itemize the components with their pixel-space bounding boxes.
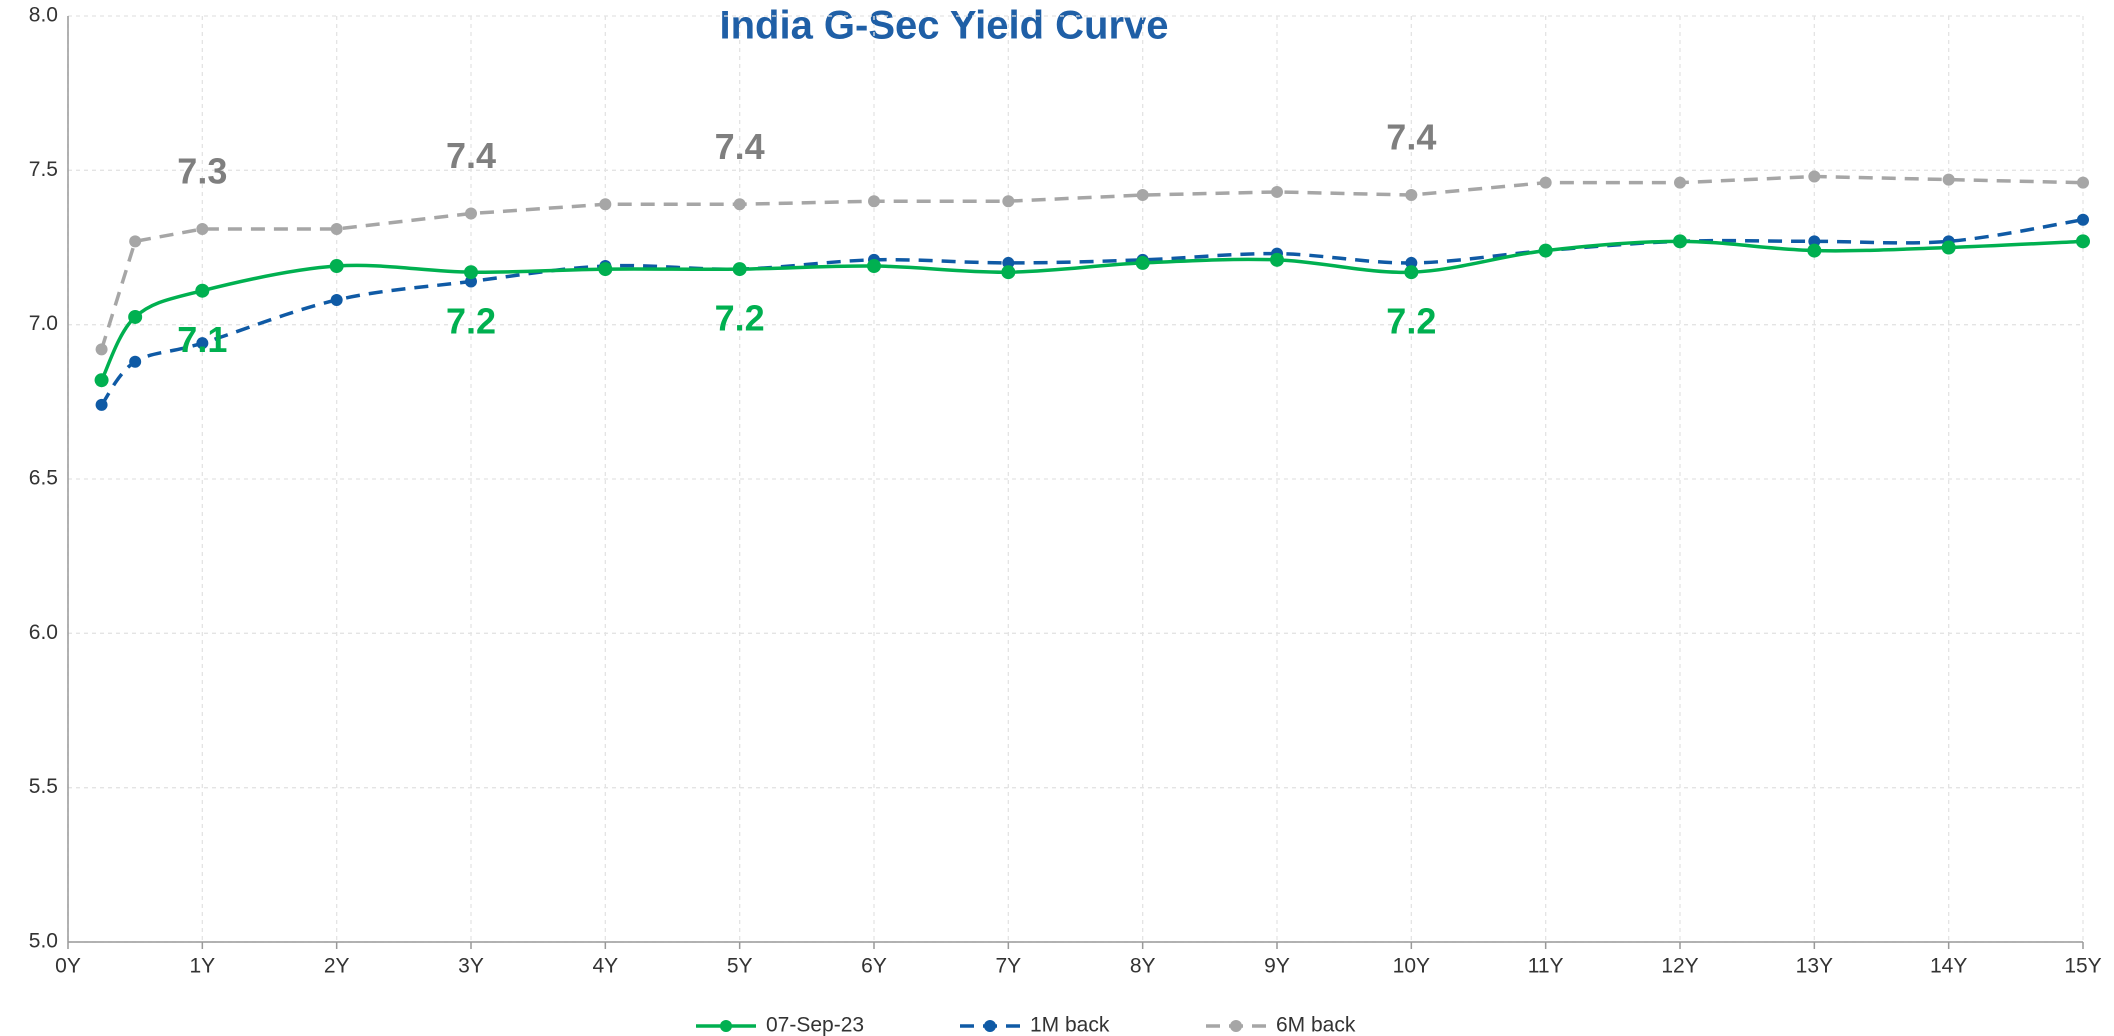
point [1135,255,1150,270]
x-tick-label: 0Y [55,955,81,978]
point [1405,189,1418,202]
x-tick-label: 9Y [1264,955,1290,978]
point [1002,195,1015,208]
point [2077,176,2089,189]
point [129,355,142,368]
x-tick-label: 4Y [592,955,618,978]
point [330,293,343,306]
point [1808,170,1821,183]
point [1271,185,1283,198]
point [1807,243,1822,258]
point [2076,234,2090,249]
point [128,309,143,324]
point [1404,265,1419,280]
point [329,259,344,274]
data-label: 7.4 [446,135,496,176]
point [732,262,747,277]
point [195,283,210,298]
point [2077,213,2089,226]
x-tick-label: 14Y [1930,955,1967,978]
point [95,398,108,411]
x-tick-label: 10Y [1393,955,1430,978]
x-tick-label: 15Y [2064,955,2101,978]
series-line [100,217,2084,406]
point [599,198,612,211]
data-label: 7.4 [1386,117,1436,158]
legend-label: 07-Sep-23 [766,1014,864,1036]
point [464,265,478,280]
data-label: 7.2 [1386,301,1436,342]
legend-label: 1M back [1030,1014,1110,1036]
x-tick-label: 11Y [1528,955,1564,978]
point [129,235,142,248]
y-tick-label: 8.0 [29,4,58,27]
x-tick-label: 1Y [189,955,215,978]
point [1538,243,1553,258]
y-tick-label: 5.0 [29,930,58,953]
legend-label: 6M back [1276,1014,1356,1036]
y-tick-label: 6.0 [29,621,58,644]
point [1001,265,1016,280]
point [1539,176,1552,189]
data-label: 7.2 [446,301,496,342]
data-label: 7.2 [715,298,765,339]
y-tick-label: 5.5 [29,775,58,798]
x-tick-label: 8Y [1130,955,1156,978]
x-tick-label: 7Y [995,955,1021,978]
point [196,222,209,235]
series-line [99,174,2084,350]
point [867,259,881,274]
data-label: 7.1 [177,319,227,360]
point [868,195,880,208]
point [196,337,209,350]
chart-title: India G-Sec Yield Curve [719,4,1168,48]
y-tick-label: 7.0 [29,312,58,335]
point [95,343,108,356]
y-tick-label: 6.5 [29,467,58,490]
x-tick-label: 13Y [1796,955,1833,978]
point [598,262,613,277]
point [330,222,343,235]
x-tick-label: 6Y [861,955,887,978]
y-tick-label: 7.5 [29,158,58,181]
legend-marker [720,1020,732,1032]
data-label: 7.4 [715,126,765,167]
point [1270,252,1284,267]
point [465,207,477,220]
legend-marker [984,1020,996,1032]
x-tick-label: 2Y [324,955,350,978]
legend-marker [1230,1020,1242,1032]
x-tick-label: 5Y [727,955,753,978]
x-tick-label: 12Y [1661,955,1698,978]
point [94,373,109,388]
x-tick-label: 3Y [458,955,484,978]
point [1136,189,1149,202]
point [1674,176,1686,189]
point [733,198,746,211]
point [1673,234,1687,249]
point [1941,240,1956,255]
point [1942,173,1955,186]
data-label: 7.3 [177,150,227,191]
